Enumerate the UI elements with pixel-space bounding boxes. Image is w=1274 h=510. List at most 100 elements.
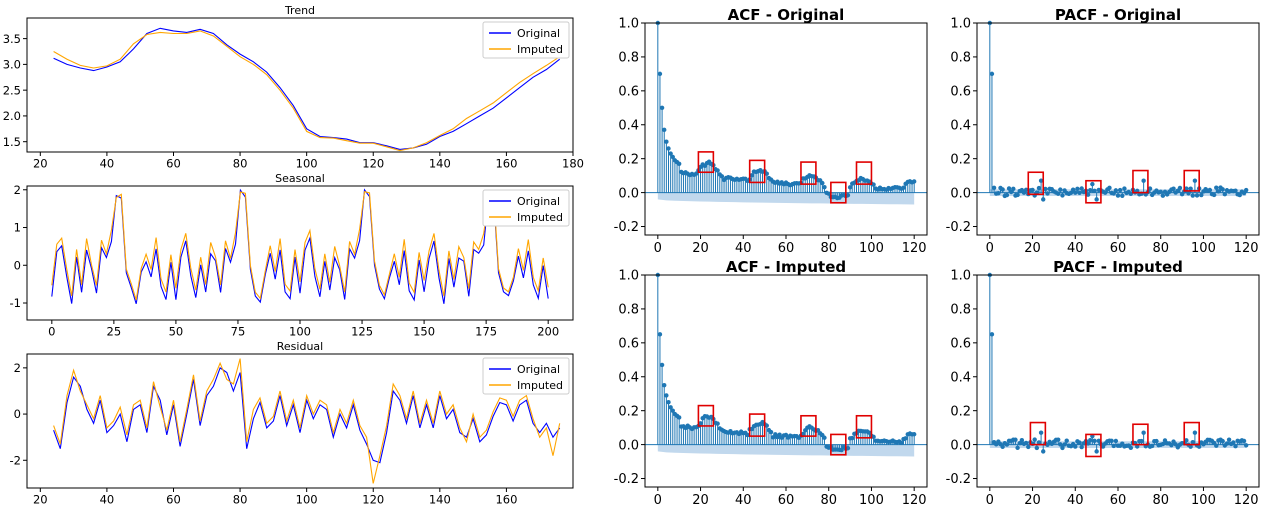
stem-marker [800, 431, 806, 437]
x-tick-label: 80 [820, 493, 837, 508]
highlight-box [1085, 179, 1102, 204]
stem-marker [719, 174, 725, 179]
stem-marker [676, 161, 682, 166]
stem-marker [1068, 190, 1074, 195]
stem-marker [1077, 190, 1082, 196]
chart-title: Seasonal [275, 172, 325, 185]
series-line-imputed [53, 358, 561, 484]
x-tick-label: 100 [859, 493, 884, 508]
stem-marker [1023, 440, 1029, 446]
stem-marker [1188, 444, 1193, 449]
x-tick-label: 0 [986, 493, 994, 508]
stem-marker [764, 423, 769, 428]
stem-marker [1058, 187, 1063, 192]
x-tick-label: 20 [33, 493, 48, 507]
stem-marker [668, 405, 673, 410]
x-tick-label: 40 [1067, 493, 1084, 508]
stem-marker [1041, 449, 1046, 454]
stem-marker [899, 440, 904, 445]
y-tick-label: 0.4 [950, 118, 971, 133]
series-line-imputed [51, 191, 549, 301]
stem-marker [1075, 186, 1080, 192]
stem-marker [1113, 438, 1119, 444]
highlight-box [1183, 169, 1200, 192]
x-tick-label: 20 [1024, 241, 1041, 256]
highlight-box [697, 151, 715, 174]
stem-marker [847, 185, 853, 190]
stem-marker [666, 400, 671, 405]
stem-marker [662, 383, 667, 388]
legend: Original Imputed [482, 357, 570, 395]
chart-title: PACF - Imputed [1053, 258, 1183, 276]
stem-marker [1036, 185, 1042, 191]
x-tick-label: 100 [296, 157, 318, 171]
stem-marker [1077, 440, 1082, 445]
y-tick-label: 0.6 [618, 85, 639, 100]
y-tick-label: 0.4 [618, 370, 639, 385]
stem-marker [1109, 438, 1114, 443]
stem-marker [911, 432, 917, 437]
x-tick-label: 80 [1152, 493, 1169, 508]
stem-marker [1216, 189, 1221, 194]
stem-marker [1060, 445, 1065, 451]
stem-marker [1233, 444, 1238, 449]
stem-marker [1169, 442, 1174, 448]
x-tick-label: 20 [692, 241, 709, 256]
stem-marker [1038, 178, 1044, 183]
y-tick-label: -0.2 [946, 220, 971, 235]
stem-marker [1015, 192, 1020, 198]
x-tick-label: 180 [562, 157, 584, 171]
plot-frame [26, 353, 574, 489]
stem-marker [903, 436, 908, 441]
stem-marker [749, 173, 755, 178]
stem-marker [867, 430, 872, 435]
stem-marker [1096, 438, 1101, 444]
stem-marker [1199, 192, 1204, 198]
stem-marker [676, 415, 682, 420]
x-tick-label: 100 [1191, 493, 1216, 508]
plot-frame [976, 22, 1260, 236]
stem-marker [1192, 178, 1198, 183]
y-tick-label: 3.5 [3, 32, 21, 46]
x-tick-label: 40 [735, 241, 752, 256]
y-tick-label: 0.8 [618, 303, 639, 318]
y-tick-label: -0.2 [614, 472, 639, 487]
stem-marker [715, 421, 720, 426]
x-tick-label: 80 [820, 241, 837, 256]
stem-marker [1015, 445, 1020, 451]
stem-marker [768, 429, 774, 435]
stem-marker [1094, 197, 1099, 202]
y-tick-label: 0 [14, 407, 21, 421]
stem-marker [1000, 444, 1005, 449]
chart-title: Trend [284, 4, 315, 17]
panel-residual: 20 40 60 80 100 120 140 160 -2 0 2 Residual Original… [10, 340, 574, 507]
series-line-original [53, 367, 561, 464]
x-tick-label: 50 [169, 325, 184, 339]
stem-marker [1013, 437, 1018, 442]
plot-frame [26, 17, 574, 153]
stem-marker [1207, 187, 1213, 193]
stem-marker [1026, 444, 1031, 450]
stem-marker [1233, 188, 1238, 193]
y-tick-label: 2 [14, 361, 21, 375]
x-tick-label: 40 [735, 493, 752, 508]
stem-marker [666, 146, 671, 151]
highlight-box [1132, 169, 1149, 194]
stem-marker [1194, 193, 1200, 198]
stem-marker [1160, 193, 1166, 198]
stem-marker [845, 193, 851, 198]
panel-acf-imputed: 0 20 40 60 80 100 120 -0.2 0.0 0.2 0.4 0.6 0.8 1.0 ACF… [614, 258, 928, 508]
stem-marker [745, 432, 750, 438]
x-tick-label: 120 [902, 241, 927, 256]
x-tick-label: 20 [33, 157, 48, 171]
y-tick-label: -1 [10, 296, 21, 310]
stem-marker [1113, 188, 1119, 193]
stem-marker [1115, 193, 1121, 198]
stem-marker [1092, 438, 1097, 444]
x-tick-label: 80 [233, 493, 248, 507]
stem-marker [1094, 449, 1099, 454]
stem-marker [1060, 193, 1065, 198]
x-tick-label: 100 [859, 241, 884, 256]
highlight-box [830, 181, 847, 204]
